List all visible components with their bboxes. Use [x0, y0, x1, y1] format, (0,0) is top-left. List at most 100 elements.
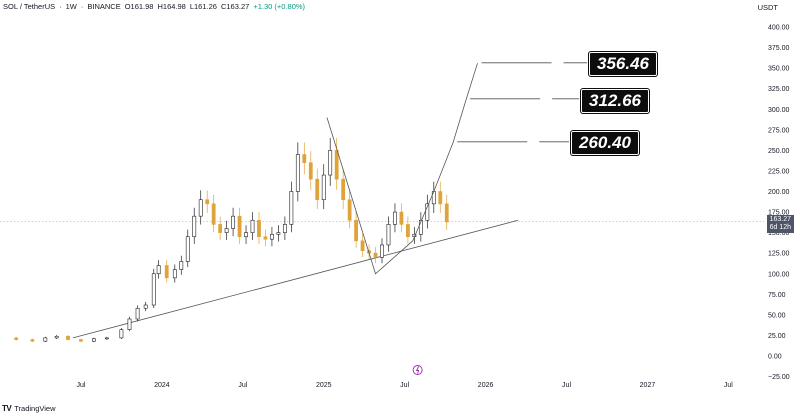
candle-body — [321, 174, 326, 201]
candle-body — [360, 240, 365, 252]
candle-body — [156, 265, 161, 275]
x-tick-label: Jul — [76, 382, 85, 389]
last-price-countdown: 6d 12h — [769, 224, 791, 231]
candle-body — [438, 191, 443, 205]
candle-body — [341, 178, 346, 201]
symbol-label[interactable]: SOL / TetherUS — [3, 2, 56, 11]
candle-body — [119, 329, 124, 339]
tv-logo-icon: TV — [2, 404, 12, 413]
x-tick-label: 2025 — [316, 382, 332, 389]
last-price-tag: 163.27 6d 12h — [766, 215, 794, 233]
interval-label[interactable]: 1W — [65, 2, 77, 11]
candle-body — [91, 338, 96, 342]
y-tick-label: 200.00 — [768, 189, 790, 196]
candle-body — [237, 215, 242, 238]
candle-body — [393, 211, 397, 225]
y-tick-label: 350.00 — [768, 66, 790, 73]
y-tick-label: 275.00 — [768, 127, 790, 134]
candle-body — [79, 339, 83, 342]
candle-body — [270, 233, 274, 240]
candle-body — [263, 236, 268, 240]
candle-body — [444, 203, 449, 223]
x-tick-label: Jul — [400, 382, 409, 389]
event-marker-icon — [412, 365, 423, 375]
y-tick-label: 250.00 — [768, 148, 790, 155]
target-label-1: 356.46 — [589, 52, 657, 76]
last-price-value: 163.27 — [769, 216, 791, 223]
change-value: +1.30 (+0.80%) — [253, 2, 306, 11]
candle-body — [425, 203, 430, 221]
projection-path — [326, 63, 478, 275]
y-tick-label: 0.00 — [768, 354, 782, 361]
candle-body — [211, 203, 216, 225]
candle-body — [315, 178, 320, 201]
tradingview-logo[interactable]: TV TradingView — [2, 404, 56, 413]
candle-body — [54, 335, 59, 339]
candle-body — [218, 224, 223, 233]
candle-body — [276, 232, 281, 235]
x-tick-label: 2024 — [154, 382, 170, 389]
y-tick-label: −25.00 — [768, 374, 790, 381]
x-tick-label: Jul — [562, 382, 571, 389]
low-value: L161.26 — [189, 2, 217, 11]
candle-body — [373, 252, 378, 258]
candle-body — [334, 150, 339, 180]
close-value: C163.27 — [220, 2, 250, 11]
lightning-icon — [415, 366, 420, 374]
candle-body — [302, 154, 307, 164]
x-tick-label: 2027 — [640, 382, 656, 389]
y-tick-label: 175.00 — [768, 210, 790, 217]
candle-body — [43, 337, 48, 342]
candle-body — [354, 219, 359, 242]
candle-body — [244, 232, 248, 238]
y-tick-label: 125.00 — [768, 251, 790, 258]
candle-body — [14, 337, 19, 340]
y-tick-label: 100.00 — [768, 271, 790, 278]
candle-body — [127, 318, 132, 330]
y-tick-label: 300.00 — [768, 107, 790, 114]
candle-body — [172, 269, 177, 279]
candle-body — [295, 154, 300, 192]
y-tick-label: 325.00 — [768, 86, 790, 93]
y-tick-label: 25.00 — [768, 333, 786, 340]
x-tick-label: 2026 — [478, 382, 494, 389]
candle-body — [205, 199, 210, 205]
candle-body — [198, 199, 203, 217]
candle-body — [399, 211, 404, 225]
high-value: H164.98 — [157, 2, 186, 11]
candle-body — [418, 219, 423, 235]
y-tick-label: 375.00 — [768, 45, 790, 52]
candle-body — [151, 273, 156, 306]
currency-label: USDT — [757, 3, 778, 12]
candle-body — [231, 215, 235, 229]
candle-body — [289, 191, 294, 225]
tv-logo-text: TradingView — [14, 404, 56, 413]
ohlc-header: SOL / TetherUS · 1W · BINANCE O161.98 H1… — [3, 2, 306, 11]
candle-body — [386, 224, 391, 246]
candle-body — [328, 150, 333, 176]
candle-body — [30, 339, 35, 342]
candle-body — [104, 337, 109, 340]
y-tick-label: 75.00 — [768, 292, 786, 299]
y-tick-label: 400.00 — [768, 25, 790, 32]
open-value: O161.98 — [124, 2, 154, 11]
candle-body — [282, 224, 287, 233]
candle-body — [224, 228, 229, 233]
candle-body — [143, 304, 148, 309]
candle-body — [66, 335, 70, 340]
candle-body — [250, 219, 255, 233]
x-tick-label: Jul — [238, 382, 247, 389]
y-tick-label: 225.00 — [768, 168, 790, 175]
x-tick-label: Jul — [724, 382, 733, 389]
target-label-3: 260.40 — [571, 131, 639, 155]
candle-body — [257, 219, 261, 238]
candle-body — [405, 224, 410, 238]
candle-body — [135, 307, 140, 320]
candle-body — [308, 162, 313, 180]
y-tick-label: 50.00 — [768, 312, 786, 319]
candle-body — [185, 236, 190, 262]
candle-body — [192, 215, 197, 238]
candle-body — [347, 199, 352, 221]
target-label-2: 312.66 — [581, 89, 649, 113]
